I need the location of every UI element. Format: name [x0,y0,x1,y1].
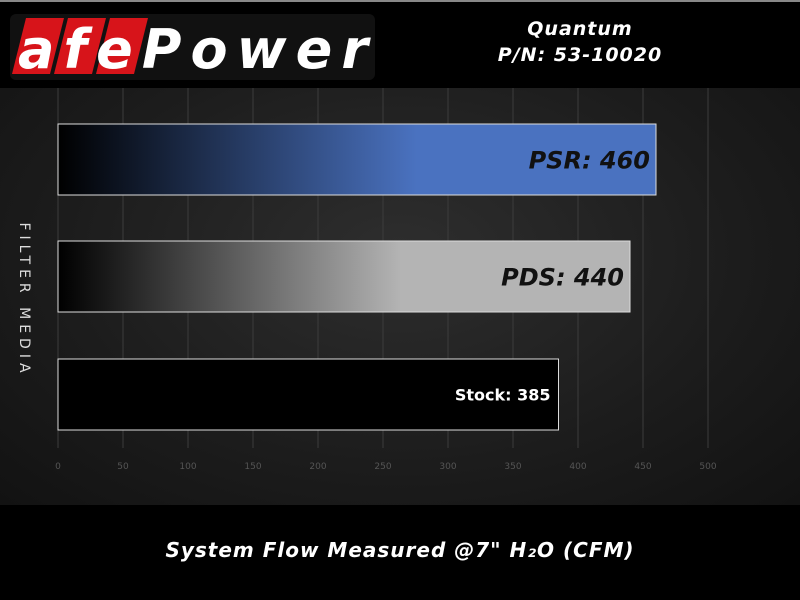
data-label: PSR: 460 [529,147,650,175]
x-tick-label: 400 [569,462,586,472]
x-tick-label: 500 [699,462,716,472]
x-tick-label: 250 [374,462,391,472]
bar-chart: PSR: 460 PDS: 440 Stock: 385 0 50 100 150 200 2… [55,88,717,472]
footer [0,505,800,600]
x-tick-label: 300 [439,462,456,472]
product-name: Quantum [527,18,633,40]
header: afePower Quantum P/N: 53-10020 [0,0,800,88]
x-tick-label: 150 [244,462,261,472]
x-tick-label: 200 [309,462,326,472]
x-tick-label: 350 [504,462,521,472]
x-axis-label: System Flow Measured @7" H₂O (CFM) [165,538,635,562]
bar-pds [57,240,631,313]
data-label: PDS: 440 [501,264,624,292]
bar-psr [57,123,657,196]
data-label: Stock: 385 [455,386,551,405]
x-tick-label: 450 [634,462,651,472]
product-info: Quantum P/N: 53-10020 [480,16,680,68]
y-axis-label: FILTER MEDIA [16,222,32,378]
part-number: P/N: 53-10020 [497,44,663,66]
svg-text:afePower: afePower [18,18,371,80]
bar-stock [57,358,559,431]
afe-power-logo: afePower [10,14,375,80]
x-tick-label: 0 [55,462,61,472]
x-tick-label: 50 [117,462,129,472]
x-tick-label: 100 [179,462,196,472]
